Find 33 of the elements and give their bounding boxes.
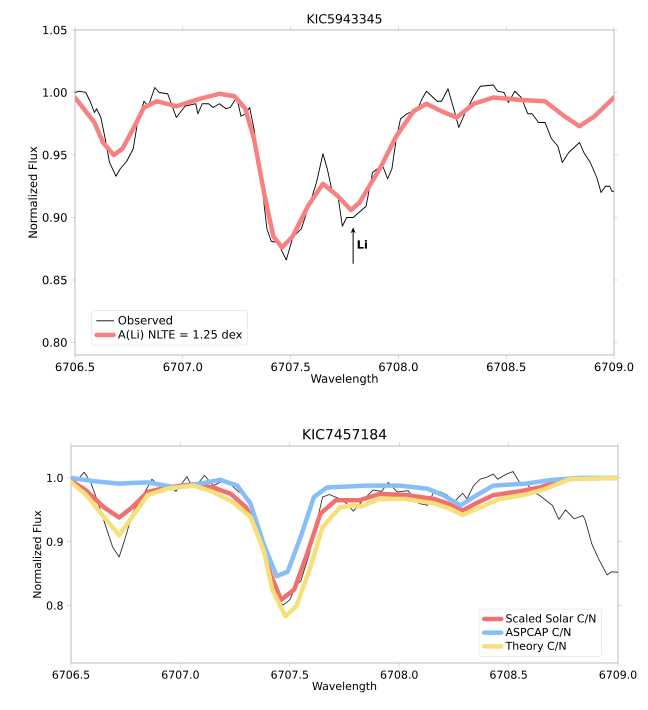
y-axis-title: Normalized Flux: [32, 510, 42, 598]
x-tick-label: 6707.0: [162, 670, 199, 679]
legend-label: Scaled Solar C/N: [506, 614, 596, 624]
y-tick-label: 0.95: [42, 150, 66, 160]
y-tick-label: 1.0: [47, 474, 63, 482]
x-tick-label: 6709.0: [600, 670, 636, 679]
x-axis-title: Wavelength: [310, 374, 378, 386]
x-tick-label: 6706.5: [56, 362, 94, 372]
y-tick-label: 0.8: [46, 601, 63, 610]
legend-label: Observed: [118, 316, 172, 325]
y-tick-label: 1.05: [43, 26, 66, 34]
chart-title: KIC5943345: [308, 14, 382, 24]
y-tick-label: 0.9: [46, 538, 63, 546]
legend-label: ASPCAP C/N: [506, 628, 570, 638]
legend-label: A(Li) NLTE = 1.25 dex: [118, 330, 242, 340]
annotation: Li: [358, 240, 367, 249]
legend-label: Theory C/N: [505, 641, 566, 652]
x-tick-label: 6707.0: [164, 362, 202, 372]
x-tick-label: 6709.0: [594, 362, 634, 372]
y-tick-label: 1.00: [43, 88, 67, 97]
y-tick-label: 0.85: [42, 276, 66, 284]
x-tick-label: 6706.5: [52, 670, 90, 679]
x-tick-label: 6707.5: [271, 362, 310, 372]
x-tick-label: 6708.0: [380, 670, 418, 679]
x-tick-label: 6708.0: [379, 362, 418, 372]
x-tick-label: 6708.5: [490, 670, 527, 679]
x-axis-title: Wavelength: [312, 682, 376, 692]
chart-title: KIC7457184: [303, 428, 386, 440]
y-tick-label: 0.90: [42, 213, 67, 222]
x-tick-label: 6708.5: [486, 362, 526, 372]
y-tick-label: 0.80: [42, 338, 67, 347]
x-tick-label: 6707.5: [271, 670, 308, 679]
y-axis-title: Normalized Flux: [28, 146, 38, 238]
